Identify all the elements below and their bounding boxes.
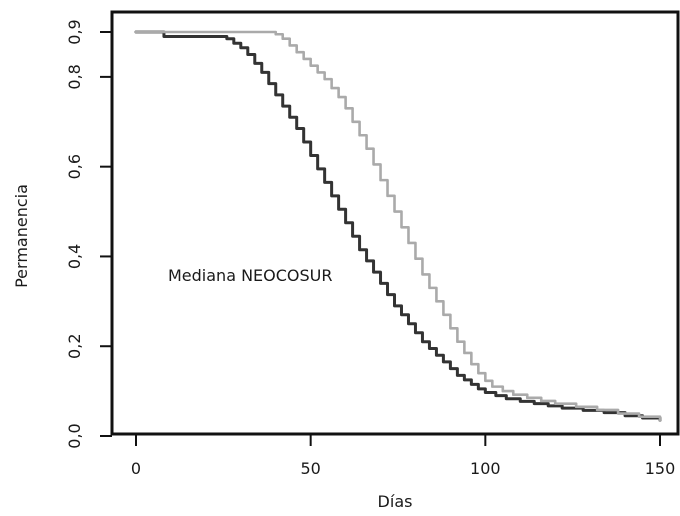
y-tick-label: 0,9: [65, 19, 84, 44]
series-layer: [134, 30, 662, 422]
annotation-median-label: Mediana NEOCOSUR: [168, 266, 333, 285]
y-tick-label: 0,8: [65, 64, 84, 89]
y-axis-label: Permanencia: [12, 184, 31, 288]
x-axis: 0 50 100 150: [131, 434, 675, 478]
y-tick-label: 0,2: [65, 333, 84, 358]
series-line-light: [134, 30, 662, 422]
y-axis: 0,0 0,2 0,4 0,6 0,8 0,9: [65, 19, 112, 449]
x-tick-label: 50: [300, 459, 320, 478]
y-tick-label: 0,4: [65, 244, 84, 269]
x-tick-label: 0: [131, 459, 141, 478]
annotation-layer: Mediana NEOCOSUR: [168, 266, 333, 285]
x-tick-label: 150: [645, 459, 676, 478]
x-axis-label: Días: [378, 492, 413, 511]
x-tick-label: 100: [470, 459, 501, 478]
plot-frame: [110, 10, 680, 436]
series-line-dark: [134, 30, 662, 422]
y-tick-label: 0,6: [65, 154, 84, 179]
y-tick-label: 0,0: [65, 423, 84, 448]
